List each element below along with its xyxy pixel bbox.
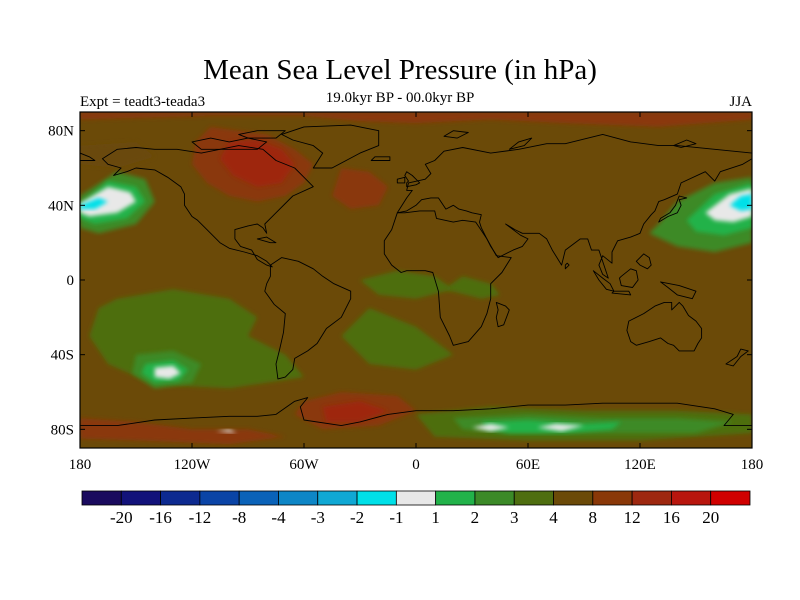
colorbar-box-6 <box>317 490 358 506</box>
chart-title: Mean Sea Level Pressure (in hPa) <box>203 54 597 86</box>
coastline-23 <box>443 130 469 139</box>
colorbar-label-13: 12 <box>624 508 641 527</box>
colorbar-label-4: -4 <box>271 508 286 527</box>
pressure-region-3 <box>332 168 388 210</box>
colorbar-label-14: 16 <box>663 508 680 527</box>
coastline-4 <box>396 133 752 279</box>
coastline-1 <box>264 257 352 380</box>
y-tick-label-0: 80N <box>48 124 74 140</box>
coastline-18 <box>635 253 652 270</box>
pressure-region-12 <box>729 194 752 211</box>
colorbar-label-6: -2 <box>350 508 364 527</box>
colorbar-box-16 <box>710 490 751 506</box>
colorbar-box-10 <box>474 490 515 506</box>
coastline-17 <box>725 348 749 367</box>
colorbar-label-5: -3 <box>311 508 325 527</box>
colorbar-box-1 <box>120 490 161 506</box>
x-tick-label-1: 120W <box>174 457 212 473</box>
colorbar-box-3 <box>199 490 240 506</box>
colorbar-box-8 <box>395 490 437 506</box>
colorbar-label-9: 2 <box>471 508 480 527</box>
coastlines <box>80 124 752 448</box>
colorbar-label-1: -16 <box>149 508 172 527</box>
coastline-25 <box>673 139 697 148</box>
colorbar-label-8: 1 <box>431 508 440 527</box>
colorbar-box-14 <box>631 490 672 506</box>
coastline-13 <box>660 281 697 300</box>
colorbar-box-5 <box>278 490 319 506</box>
chart-subtitle: 19.0kyr BP - 00.0kyr BP <box>325 90 475 106</box>
pressure-region-25 <box>472 423 510 432</box>
colorbar-label-7: -1 <box>389 508 403 527</box>
x-tick-label-3: 0 <box>412 457 420 473</box>
coastline-7 <box>404 171 421 188</box>
coastline-11 <box>611 290 632 296</box>
coastline-8 <box>396 176 406 184</box>
colorbar-box-15 <box>671 490 712 506</box>
coastline-5 <box>626 301 703 352</box>
pressure-region-8 <box>80 197 108 210</box>
coastline-14 <box>495 301 510 328</box>
pressure-region-27 <box>216 429 237 434</box>
latitude-axis: 80N 40N 0 40S 80S <box>48 124 752 438</box>
colorbar-box-0 <box>81 490 122 506</box>
coastline-9 <box>658 195 688 223</box>
y-tick-label-4: 80S <box>51 422 74 438</box>
colorbar-label-15: 20 <box>702 508 719 527</box>
colorbar-box-9 <box>435 490 476 506</box>
coastline-0 <box>101 145 314 268</box>
longitude-axis: 180 120W 60W 0 60E 120E 180 <box>69 112 764 473</box>
pressure-region-18 <box>444 276 500 299</box>
colorbar-box-2 <box>160 490 201 506</box>
experiment-label: Expt = teadt3-teada3 <box>80 94 206 110</box>
colorbar-label-2: -12 <box>189 508 212 527</box>
pressure-region-20 <box>322 401 388 422</box>
y-tick-label-1: 40N <box>48 198 74 214</box>
colorbar: -20 -16 -12 -8 -4 -3 -2 -1 1 2 3 4 8 12 16 20 <box>81 490 751 527</box>
coastline-24 <box>508 137 533 150</box>
pressure-region-2 <box>220 140 295 187</box>
coastline-15 <box>564 262 570 270</box>
colorbar-box-7 <box>356 490 397 506</box>
colorbar-label-10: 3 <box>510 508 519 527</box>
colorbar-label-0: -20 <box>110 508 133 527</box>
pressure-region-0 <box>80 112 752 127</box>
x-tick-label-4: 60E <box>516 457 540 473</box>
coastline-22 <box>238 130 286 139</box>
colorbar-box-13 <box>592 490 633 506</box>
y-tick-label-2: 0 <box>67 273 75 289</box>
x-tick-label-0: 180 <box>69 457 92 473</box>
colorbar-box-11 <box>513 490 554 506</box>
pressure-contour-fields <box>80 112 752 445</box>
coastline-2 <box>281 124 380 169</box>
colorbar-box-4 <box>238 490 279 506</box>
x-tick-label-5: 120E <box>624 457 656 473</box>
pressure-region-4 <box>80 141 155 168</box>
coastline-16 <box>370 156 391 161</box>
x-tick-label-2: 60W <box>289 457 319 473</box>
y-tick-label-3: 40S <box>51 348 74 364</box>
pressure-region-16 <box>154 365 181 379</box>
pressure-region-17 <box>341 308 454 370</box>
x-tick-label-6: 180 <box>741 457 764 473</box>
coastline-19 <box>256 236 277 244</box>
pressure-region-21 <box>80 418 286 445</box>
colorbar-box-12 <box>553 490 594 506</box>
colorbar-label-3: -8 <box>232 508 246 527</box>
coastline-12 <box>619 268 639 288</box>
colorbar-label-12: 8 <box>589 508 598 527</box>
pressure-region-28 <box>360 270 454 299</box>
coastline-3 <box>383 210 512 346</box>
coastline-6 <box>80 397 752 448</box>
coastline-20 <box>80 152 96 161</box>
season-label: JJA <box>729 94 752 110</box>
pressure-region-26 <box>537 423 584 432</box>
colorbar-label-11: 4 <box>549 508 558 527</box>
coastline-21 <box>191 137 268 150</box>
